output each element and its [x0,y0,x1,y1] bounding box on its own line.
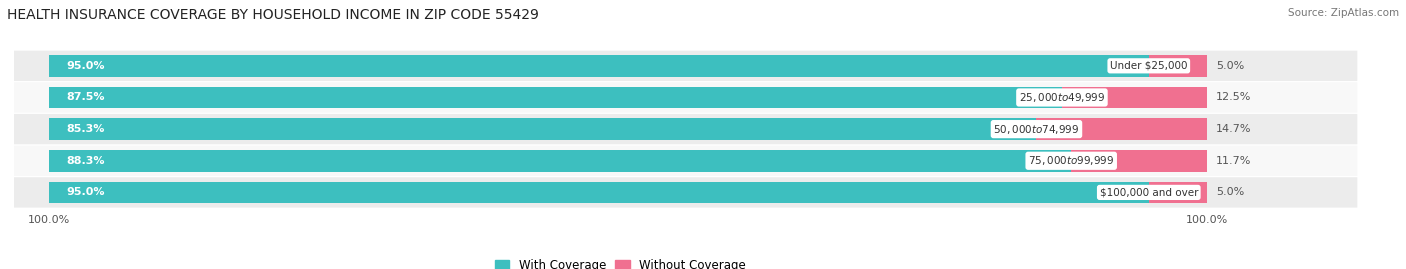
Text: Source: ZipAtlas.com: Source: ZipAtlas.com [1288,8,1399,18]
FancyBboxPatch shape [14,146,1357,176]
Text: $100,000 and over: $100,000 and over [1099,187,1198,197]
Text: 14.7%: 14.7% [1216,124,1251,134]
Text: HEALTH INSURANCE COVERAGE BY HOUSEHOLD INCOME IN ZIP CODE 55429: HEALTH INSURANCE COVERAGE BY HOUSEHOLD I… [7,8,538,22]
FancyBboxPatch shape [14,82,1357,113]
Bar [49,150,1071,172]
Bar [1036,118,1206,140]
Bar [1071,150,1206,172]
Bar [49,55,1149,77]
Bar [1149,55,1206,77]
Bar [49,118,1036,140]
Text: $50,000 to $74,999: $50,000 to $74,999 [993,123,1080,136]
Text: $75,000 to $99,999: $75,000 to $99,999 [1028,154,1115,167]
Text: 5.0%: 5.0% [1216,187,1244,197]
Text: 12.5%: 12.5% [1216,93,1251,102]
Text: 85.3%: 85.3% [66,124,104,134]
Legend: With Coverage, Without Coverage: With Coverage, Without Coverage [495,259,745,269]
Text: $25,000 to $49,999: $25,000 to $49,999 [1019,91,1105,104]
Bar [1062,87,1206,108]
Text: Under $25,000: Under $25,000 [1109,61,1188,71]
FancyBboxPatch shape [14,51,1357,81]
Bar [49,182,1149,203]
Bar [49,87,1062,108]
Text: 95.0%: 95.0% [66,61,104,71]
Text: 95.0%: 95.0% [66,187,104,197]
Bar [1149,182,1206,203]
FancyBboxPatch shape [14,177,1357,208]
Text: 5.0%: 5.0% [1216,61,1244,71]
FancyBboxPatch shape [14,114,1357,144]
Text: 11.7%: 11.7% [1216,156,1251,166]
Text: 87.5%: 87.5% [66,93,104,102]
Text: 88.3%: 88.3% [66,156,104,166]
